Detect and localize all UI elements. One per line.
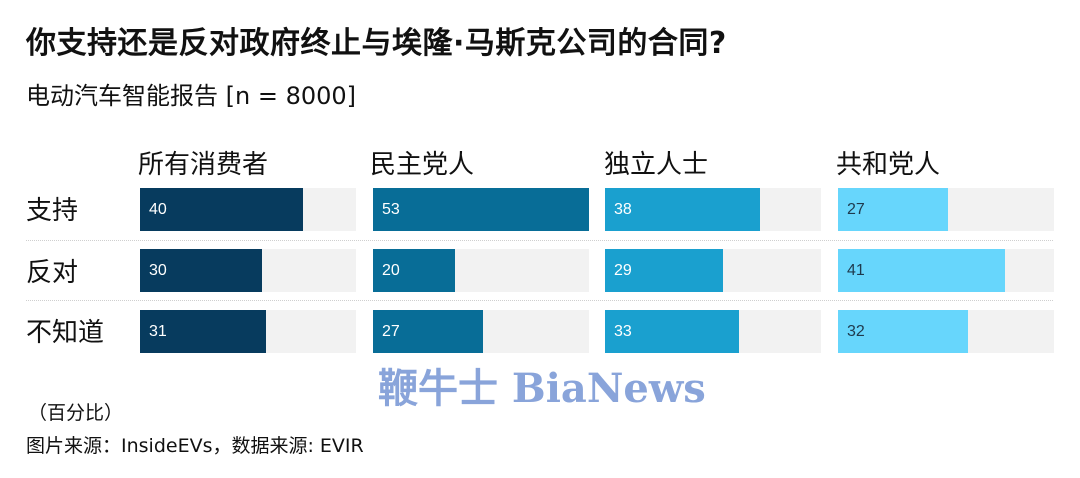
bar-independents-oppose: 29	[605, 249, 723, 292]
bar-republicans-support: 27	[838, 188, 948, 231]
bar-track-democrats-oppose: 20	[373, 249, 589, 292]
column-header-republicans: 共和党人	[836, 150, 941, 180]
row-separator	[26, 240, 1053, 241]
bar-all-consumers-dont-know: 31	[140, 310, 266, 353]
bar-democrats-support: 53	[373, 188, 589, 231]
bar-value-label: 30	[149, 262, 167, 279]
unit-note: （百分比）	[28, 402, 124, 424]
bar-independents-dont-know: 33	[605, 310, 739, 353]
bar-value-label: 20	[382, 262, 400, 279]
bar-track-all-consumers-support: 40	[140, 188, 356, 231]
bar-republicans-dont-know: 32	[838, 310, 968, 353]
bar-democrats-oppose: 20	[373, 249, 455, 292]
bar-track-independents-oppose: 29	[605, 249, 821, 292]
bar-track-democrats-support: 53	[373, 188, 589, 231]
bar-value-label: 41	[847, 262, 865, 279]
column-header-democrats: 民主党人	[370, 150, 475, 180]
source-note: 图片来源：InsideEVs，数据来源: EVIR	[26, 435, 364, 457]
bar-value-label: 38	[614, 201, 632, 218]
bar-track-independents-support: 38	[605, 188, 821, 231]
bar-republicans-oppose: 41	[838, 249, 1005, 292]
bar-track-republicans-oppose: 41	[838, 249, 1054, 292]
bar-track-all-consumers-oppose: 30	[140, 249, 356, 292]
bar-value-label: 27	[382, 323, 400, 340]
bar-value-label: 40	[149, 201, 167, 218]
row-label-support: 支持	[26, 196, 79, 226]
bar-all-consumers-oppose: 30	[140, 249, 262, 292]
bar-track-republicans-support: 27	[838, 188, 1054, 231]
bar-value-label: 53	[382, 201, 400, 218]
column-header-independents: 独立人士	[604, 150, 709, 180]
bar-independents-support: 38	[605, 188, 760, 231]
row-label-dont-know: 不知道	[26, 318, 105, 348]
bar-track-republicans-dont-know: 32	[838, 310, 1054, 353]
watermark: 鞭牛士 BiaNews	[378, 365, 706, 412]
bar-track-all-consumers-dont-know: 31	[140, 310, 356, 353]
chart-title: 你支持还是反对政府终止与埃隆·马斯克公司的合同?	[26, 26, 727, 61]
bar-track-democrats-dont-know: 27	[373, 310, 589, 353]
column-header-all-consumers: 所有消费者	[138, 150, 269, 180]
bar-value-label: 31	[149, 323, 167, 340]
bar-all-consumers-support: 40	[140, 188, 303, 231]
bar-track-independents-dont-know: 33	[605, 310, 821, 353]
chart-subtitle: 电动汽车智能报告 [n = 8000]	[26, 82, 357, 110]
row-separator	[26, 300, 1053, 301]
bar-value-label: 29	[614, 262, 632, 279]
bar-value-label: 32	[847, 323, 865, 340]
bar-value-label: 33	[614, 323, 632, 340]
bar-democrats-dont-know: 27	[373, 310, 483, 353]
bar-value-label: 27	[847, 201, 865, 218]
row-label-oppose: 反对	[26, 258, 79, 288]
